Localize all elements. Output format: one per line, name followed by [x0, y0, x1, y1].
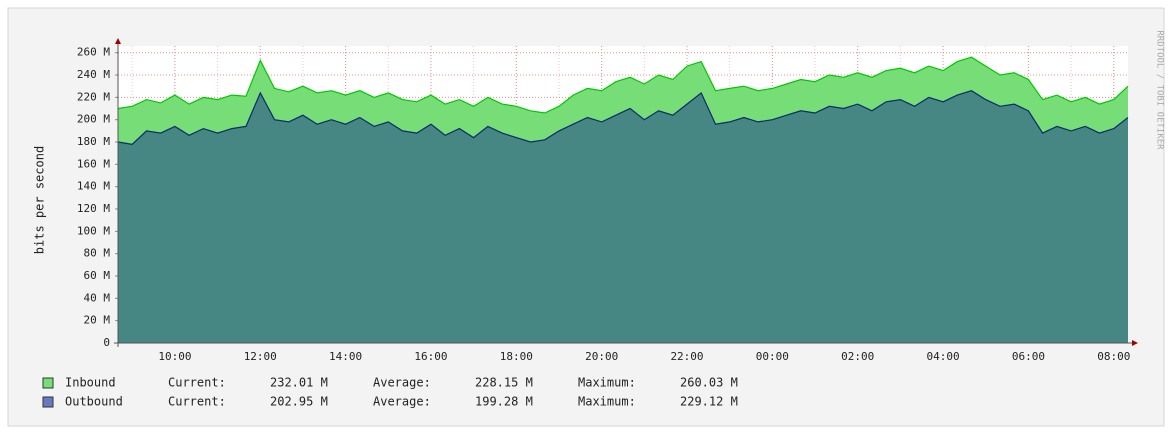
stat-label: Current: — [168, 395, 226, 409]
x-tick-label: 02:00 — [841, 350, 874, 363]
x-tick-label: 06:00 — [1012, 350, 1045, 363]
legend-swatch — [42, 396, 54, 408]
y-tick-label: 100 M — [77, 224, 110, 237]
x-tick-label: 22:00 — [670, 350, 703, 363]
y-tick-label: 40 M — [84, 291, 111, 304]
y-tick-label: 180 M — [77, 135, 110, 148]
x-tick-label: 14:00 — [329, 350, 362, 363]
stat-label: Average: — [373, 376, 431, 390]
y-axis-label: bits per second — [33, 146, 47, 254]
legend-swatch — [42, 377, 54, 389]
x-tick-label: 08:00 — [1097, 350, 1130, 363]
stat-label: Average: — [373, 395, 431, 409]
legend-label: Outbound — [65, 395, 123, 409]
stat-value: 202.95 M — [270, 395, 328, 409]
line — [117, 56, 1129, 114]
y-tick-label: 200 M — [77, 113, 110, 126]
x-tick-label: 18:00 — [500, 350, 533, 363]
y-tick-label: 160 M — [77, 157, 110, 170]
stat-value: 199.28 M — [475, 395, 533, 409]
y-tick-label: 220 M — [77, 90, 110, 103]
y-tick-label: 60 M — [84, 269, 111, 282]
x-tick-label: 00:00 — [756, 350, 789, 363]
x-arrow — [1132, 340, 1138, 346]
y-tick-label: 20 M — [84, 314, 111, 327]
stat-label: Maximum: — [578, 376, 636, 390]
y-tick-label: 140 M — [77, 180, 110, 193]
stat-value: 232.01 M — [270, 376, 328, 390]
area — [118, 90, 1128, 343]
stat-value: 228.15 M — [475, 376, 533, 390]
x-tick-label: 16:00 — [414, 350, 447, 363]
y-arrow — [115, 38, 121, 44]
x-tick-label: 04:00 — [927, 350, 960, 363]
x-tick-label: 20:00 — [585, 350, 618, 363]
y-tick-label: 0 — [103, 336, 110, 349]
legend-label: Inbound — [65, 376, 116, 390]
y-tick-label: 120 M — [77, 202, 110, 215]
x-tick-label: 12:00 — [244, 350, 277, 363]
x-tick-label: 10:00 — [158, 350, 191, 363]
y-tick-label: 260 M — [77, 46, 110, 59]
y-tick-label: 80 M — [84, 247, 111, 260]
y-tick-label: 240 M — [77, 68, 110, 81]
stat-label: Maximum: — [578, 395, 636, 409]
watermark: RRDTOOL / TOBI OETIKER — [1155, 30, 1165, 150]
legend: Inbound Current: 232.01 M Average: 228.15 M M… — [42, 376, 738, 409]
stat-label: Current: — [168, 376, 226, 390]
stat-value: 229.12 M — [680, 395, 738, 409]
stat-value: 260.03 M — [680, 376, 738, 390]
line — [117, 90, 1129, 145]
